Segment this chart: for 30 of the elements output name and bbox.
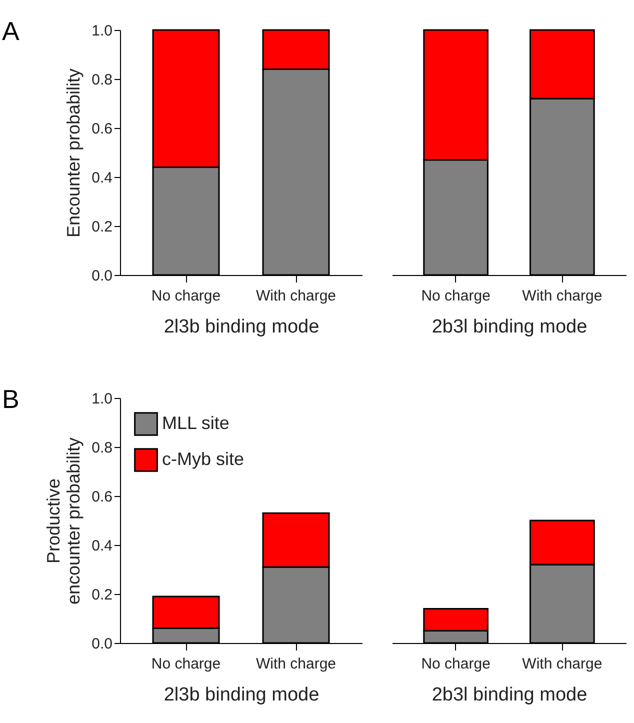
legend-label: MLL site xyxy=(162,413,230,433)
x-tick-label: No charge xyxy=(421,288,490,304)
x-axis-title: 2l3b binding mode xyxy=(164,684,320,706)
y-tick-label: 1.0 xyxy=(92,22,112,40)
y-tick-label: 1.0 xyxy=(92,390,112,408)
y-tick-label: 0.6 xyxy=(92,488,112,506)
text: B xyxy=(2,384,20,414)
y-tick-label: 0.8 xyxy=(92,440,112,456)
y-tick-label: 0.4 xyxy=(92,538,112,554)
y-tick-label: 0.2 xyxy=(92,586,112,604)
x-tick-label: No charge xyxy=(151,656,221,672)
x-tick-label: With charge xyxy=(522,656,602,672)
y-tick-label: 0.0 xyxy=(92,636,112,652)
x-axis-title: 2l3b binding mode xyxy=(164,316,320,338)
y-axis-title: Encounter probability xyxy=(64,68,84,238)
x-axis-title: 2b3l binding mode xyxy=(432,316,588,338)
x-tick-label: No charge xyxy=(151,288,221,304)
y-tick-label: 0.4 xyxy=(92,170,112,186)
x-tick-label: With charge xyxy=(256,288,336,304)
y-axis-title: Productive encounter probability xyxy=(44,437,84,605)
text: A xyxy=(2,16,20,46)
y-tick-label: 0.0 xyxy=(92,268,112,284)
x-axis-title: 2b3l binding mode xyxy=(432,684,588,706)
x-tick-label: With charge xyxy=(256,656,336,672)
y-tick-label: 0.2 xyxy=(92,218,112,236)
x-tick-label: No charge xyxy=(421,656,490,672)
y-tick-label: 0.6 xyxy=(92,120,112,138)
y-tick-label: 0.8 xyxy=(92,72,112,88)
legend-label: c-Myb site xyxy=(162,449,244,469)
x-tick-label: With charge xyxy=(522,288,602,304)
